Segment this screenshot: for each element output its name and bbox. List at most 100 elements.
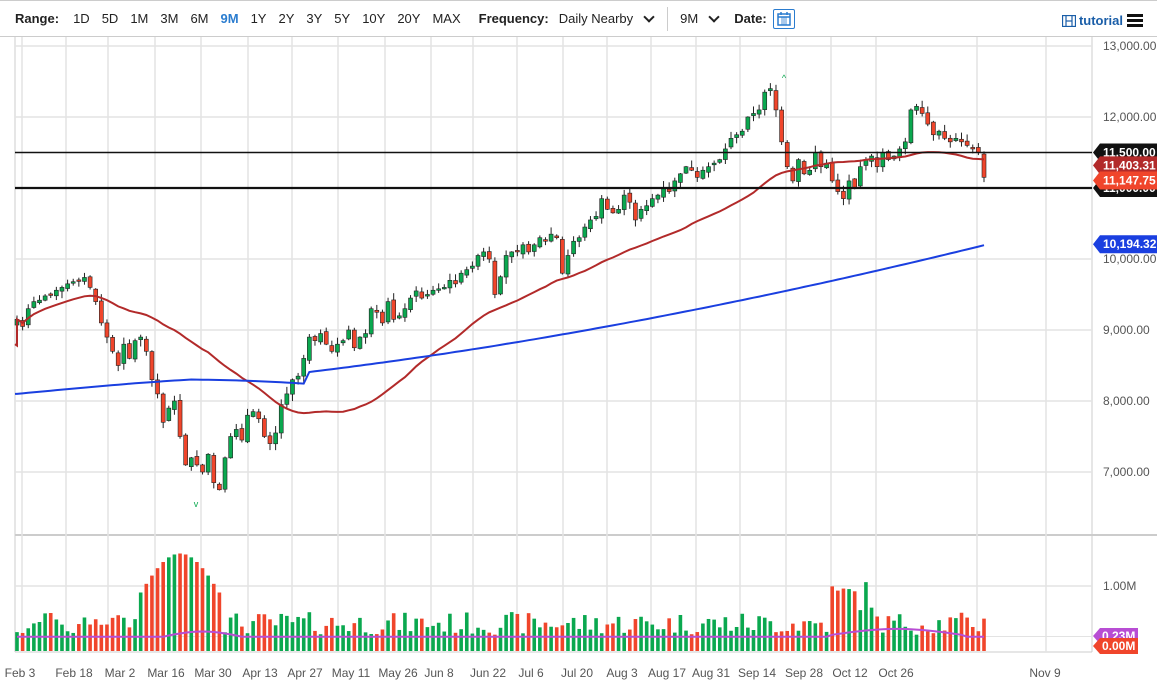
candle <box>734 134 739 138</box>
candle <box>526 243 531 253</box>
chevron-down-icon[interactable] <box>643 10 655 23</box>
range-button-20y[interactable]: 20Y <box>397 11 421 26</box>
candle <box>790 167 796 182</box>
candle <box>959 138 964 143</box>
candle <box>700 169 706 179</box>
x-tick-label: Oct 26 <box>878 666 914 680</box>
volume-bar <box>138 592 143 651</box>
x-tick-label: Apr 13 <box>242 666 278 680</box>
candle <box>413 290 419 297</box>
candle <box>739 130 745 136</box>
range-button-6m[interactable]: 6M <box>190 11 209 26</box>
volume-bar <box>453 632 458 651</box>
candle <box>217 483 222 491</box>
candle <box>155 379 160 395</box>
candle <box>621 194 627 210</box>
price-tick-label: 8,000.00 <box>1103 394 1150 408</box>
candle <box>576 237 582 242</box>
menu-icon[interactable] <box>1127 14 1143 27</box>
volume-bar <box>734 626 739 651</box>
volume-bar <box>672 632 677 651</box>
period-select[interactable]: 9M <box>680 11 699 26</box>
candle <box>121 343 127 364</box>
volume-bar <box>346 631 351 651</box>
chevron-down-icon[interactable] <box>708 10 720 23</box>
high-marker: ^ <box>782 73 787 83</box>
candle <box>976 147 981 153</box>
range-button-3m[interactable]: 3M <box>160 11 179 26</box>
volume-bar <box>830 586 835 651</box>
range-button-5y[interactable]: 5Y <box>334 11 351 26</box>
volume-bar <box>847 589 851 651</box>
candle <box>352 329 357 349</box>
price-chart[interactable]: Feb 3 Feb 18 Mar 2 Mar 16 Mar 30 Apr 13 Apr 27… <box>0 37 1157 689</box>
candle <box>784 142 790 168</box>
candle <box>886 151 891 160</box>
candlesticks <box>14 83 987 493</box>
candle <box>846 180 852 200</box>
candle <box>672 180 678 192</box>
calendar-button[interactable] <box>772 8 795 29</box>
range-button-1d[interactable]: 1D <box>73 11 90 26</box>
volume-bar <box>234 613 239 651</box>
candle <box>503 255 509 278</box>
volume-bar <box>82 617 87 651</box>
volume-bar <box>937 620 941 651</box>
candle <box>779 109 784 143</box>
candle <box>565 255 571 275</box>
volume-bar <box>656 629 660 651</box>
price-tick-label: 10,000.00 <box>1103 252 1157 266</box>
range-button-9m[interactable]: 9M <box>220 11 239 26</box>
candle <box>486 251 492 260</box>
candle <box>689 167 694 171</box>
x-tick-label: Feb 18 <box>55 666 93 680</box>
range-button-1m[interactable]: 1M <box>130 11 149 26</box>
candle <box>953 138 959 141</box>
chart-toolbar: Range: 1D 5D 1M 3M 6M 9M 1Y 2Y 3Y 5Y 10Y 20Y MAX Fre… <box>0 0 1157 37</box>
candle <box>110 337 115 352</box>
candle <box>481 251 486 257</box>
volume-bar <box>88 624 92 651</box>
volume-bar <box>211 583 216 651</box>
candle <box>453 280 458 285</box>
candle <box>323 331 329 345</box>
frequency-select[interactable]: Daily Nearby <box>558 11 634 26</box>
volume-bar <box>729 630 733 651</box>
x-tick-label: Nov 9 <box>1029 666 1061 680</box>
candle <box>661 187 666 198</box>
volume-bar <box>577 628 582 651</box>
range-button-5d[interactable]: 5D <box>101 11 119 26</box>
candle <box>841 190 846 199</box>
volume-bar <box>903 626 908 651</box>
volume-bar <box>554 627 559 651</box>
volume-bar <box>504 614 508 651</box>
volume-bar <box>914 634 919 651</box>
candle <box>723 148 728 160</box>
candle <box>419 291 425 299</box>
candle <box>543 239 548 242</box>
candle <box>829 162 835 182</box>
candle <box>82 277 87 282</box>
toolbar-divider <box>667 6 669 31</box>
volume-bar <box>751 629 756 651</box>
candle <box>588 219 593 230</box>
range-button-3y[interactable]: 3Y <box>306 11 323 26</box>
volume-bar <box>431 625 435 651</box>
candle <box>554 235 560 239</box>
x-tick-label: Aug 3 <box>606 666 638 680</box>
candle <box>762 91 768 110</box>
volume-bar <box>363 632 368 651</box>
volume-bar <box>493 634 497 651</box>
volume-bar <box>616 616 621 651</box>
range-button-10y[interactable]: 10Y <box>362 11 386 26</box>
candle <box>728 138 734 148</box>
volume-bar <box>982 618 986 651</box>
volume-bar <box>852 591 857 651</box>
volume-bar <box>105 624 109 651</box>
range-button-2y[interactable]: 2Y <box>278 11 295 26</box>
range-button-max[interactable]: MAX <box>432 11 461 26</box>
tutorial-link[interactable]: tutorial <box>1061 13 1123 28</box>
x-tick-label: Jun 8 <box>424 666 454 680</box>
range-button-1y[interactable]: 1Y <box>250 11 267 26</box>
volume-bar <box>262 614 267 651</box>
